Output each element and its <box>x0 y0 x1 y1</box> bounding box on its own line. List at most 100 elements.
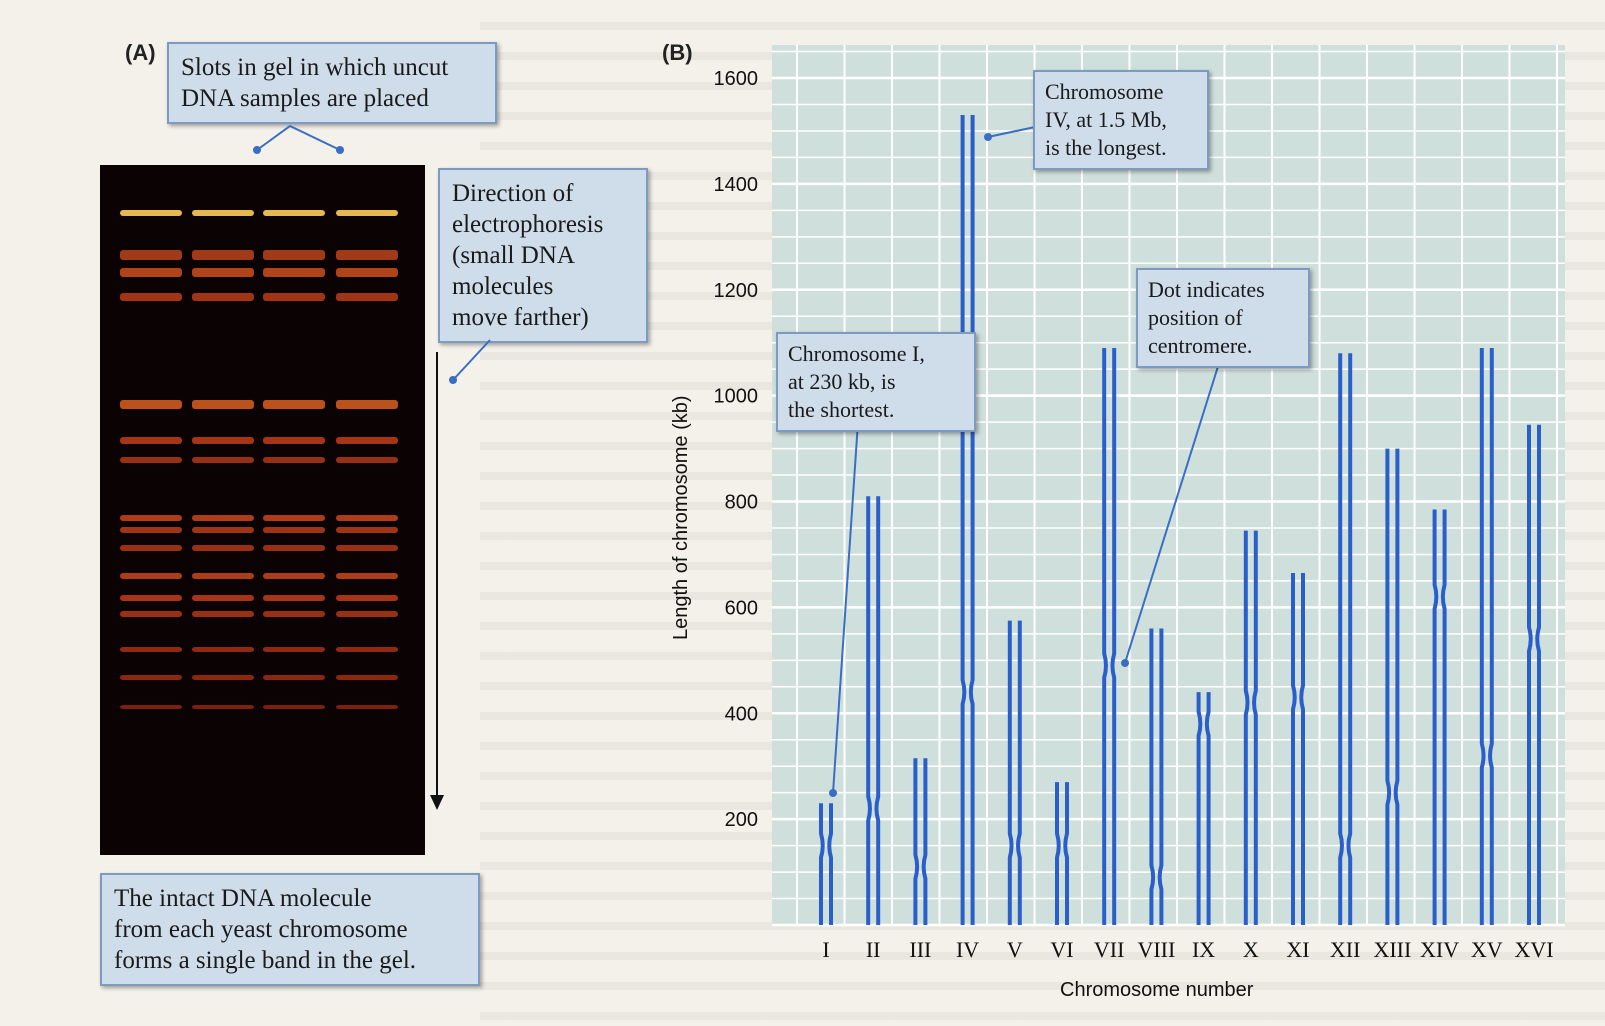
direction-pointer-dot <box>449 376 457 384</box>
gel-band <box>192 268 254 277</box>
gel-band <box>336 545 398 551</box>
y-tick-label: 1600 <box>714 68 759 90</box>
chromatid-right <box>1393 448 1400 925</box>
chromosome-IV <box>960 115 975 925</box>
gel-band <box>192 293 254 301</box>
chromatid-right <box>1204 692 1211 925</box>
gel-band <box>192 647 254 652</box>
gel-band <box>192 595 254 601</box>
chromosome-IX <box>1196 692 1211 925</box>
gel-band <box>120 293 182 301</box>
longest-pointer-dot <box>984 133 992 141</box>
chromatid-right <box>1299 572 1305 925</box>
chromosome-XIII <box>1385 448 1400 925</box>
gel-band <box>263 595 325 601</box>
centromere-pointer-dot <box>1121 659 1129 667</box>
centromere-callout: Dot indicates position of centromere. <box>1136 268 1310 368</box>
longest-pointer <box>987 126 1036 138</box>
gel-band <box>336 675 398 680</box>
chromatid-right <box>1535 424 1541 925</box>
x-tick-label: VI <box>1050 937 1073 962</box>
gel-band <box>120 595 182 601</box>
gel-band <box>263 210 325 216</box>
chromatid-left <box>1102 347 1108 925</box>
gel-band <box>120 675 182 680</box>
x-tick-label: XV <box>1471 937 1503 962</box>
direction-pointer <box>452 339 491 381</box>
x-tick-label: II <box>866 937 881 962</box>
chromosome-XVI <box>1527 424 1541 925</box>
x-axis-label: Chromosome number <box>1060 979 1254 1001</box>
y-tick-label: 400 <box>725 703 758 725</box>
shortest-callout: Chromosome I, at 230 kb, is the shortest… <box>776 332 976 432</box>
gel-band <box>336 573 398 579</box>
chromosome-XII <box>1338 353 1353 925</box>
gel-bands <box>120 210 398 709</box>
slots-pointer <box>256 124 341 151</box>
gel-band <box>336 210 398 216</box>
gel-band <box>336 647 398 652</box>
gel-band <box>192 675 254 680</box>
chromosome-VI <box>1055 782 1069 925</box>
chromatid-right <box>1157 628 1164 925</box>
chromatid-right <box>921 758 928 925</box>
gel-band <box>336 400 398 409</box>
chromatid-right <box>1063 782 1069 925</box>
longest-callout: Chromosome IV, at 1.5 Mb, is the longest… <box>1033 70 1209 170</box>
electrophoresis-gel <box>100 165 425 855</box>
gel-band <box>263 250 325 260</box>
chromatid-right <box>968 115 975 925</box>
gel-band <box>263 545 325 551</box>
x-tick-label: X <box>1243 937 1259 962</box>
chromatid-right <box>1440 509 1447 925</box>
gel-band <box>120 400 182 409</box>
chromatid-left <box>1243 530 1250 925</box>
gel-band <box>120 647 182 652</box>
gel-band <box>192 573 254 579</box>
gel-band <box>192 705 254 709</box>
x-tick-label: XII <box>1330 937 1361 962</box>
chromosome-V <box>1007 620 1022 925</box>
gel-band <box>263 527 325 533</box>
gel-band <box>192 210 254 216</box>
x-tick-label: XVI <box>1514 937 1553 962</box>
gel-band <box>120 705 182 709</box>
x-tick-label: VIII <box>1137 937 1175 962</box>
gel-band <box>263 400 325 409</box>
gel-band <box>336 437 398 444</box>
gel-band <box>263 573 325 579</box>
y-axis-label: Length of chromosome (kb) <box>670 395 692 640</box>
gel-band <box>120 611 182 617</box>
chromatid-left <box>1527 424 1533 925</box>
gel-band <box>263 675 325 680</box>
chromatid-left <box>1149 628 1156 925</box>
gel-band <box>120 457 182 463</box>
y-tick-label: 1000 <box>714 386 759 408</box>
shortest-pointer <box>832 421 859 794</box>
gel-band <box>192 527 254 533</box>
chromatid-left <box>1338 353 1344 925</box>
slots-callout: Slots in gel in which uncut DNA samples … <box>167 42 497 124</box>
chromatid-left <box>1007 620 1014 925</box>
gel-band <box>263 647 325 652</box>
gel-band <box>263 457 325 463</box>
chromatid-left <box>866 496 872 925</box>
x-tick-label: V <box>1007 937 1023 962</box>
shortest-pointer-dot <box>829 789 837 797</box>
chromatid-left <box>913 758 920 925</box>
gel-band <box>263 293 325 301</box>
x-tick-label: VII <box>1094 937 1125 962</box>
gel-band <box>120 437 182 444</box>
y-tick-label: 800 <box>725 492 758 514</box>
x-tick-label: XI <box>1286 937 1309 962</box>
chromatid-right <box>1110 347 1117 925</box>
gel-band <box>192 437 254 444</box>
y-tick-label: 1400 <box>714 174 759 196</box>
gel-band <box>336 250 398 260</box>
direction-arrow-head <box>430 795 444 810</box>
gel-band <box>336 705 398 709</box>
chromatid-left <box>1291 572 1297 925</box>
direction-callout: Direction of electrophoresis (small DNA … <box>438 168 648 343</box>
chromatid-right <box>874 496 881 925</box>
bands-callout: The intact DNA molecule from each yeast … <box>100 873 480 986</box>
